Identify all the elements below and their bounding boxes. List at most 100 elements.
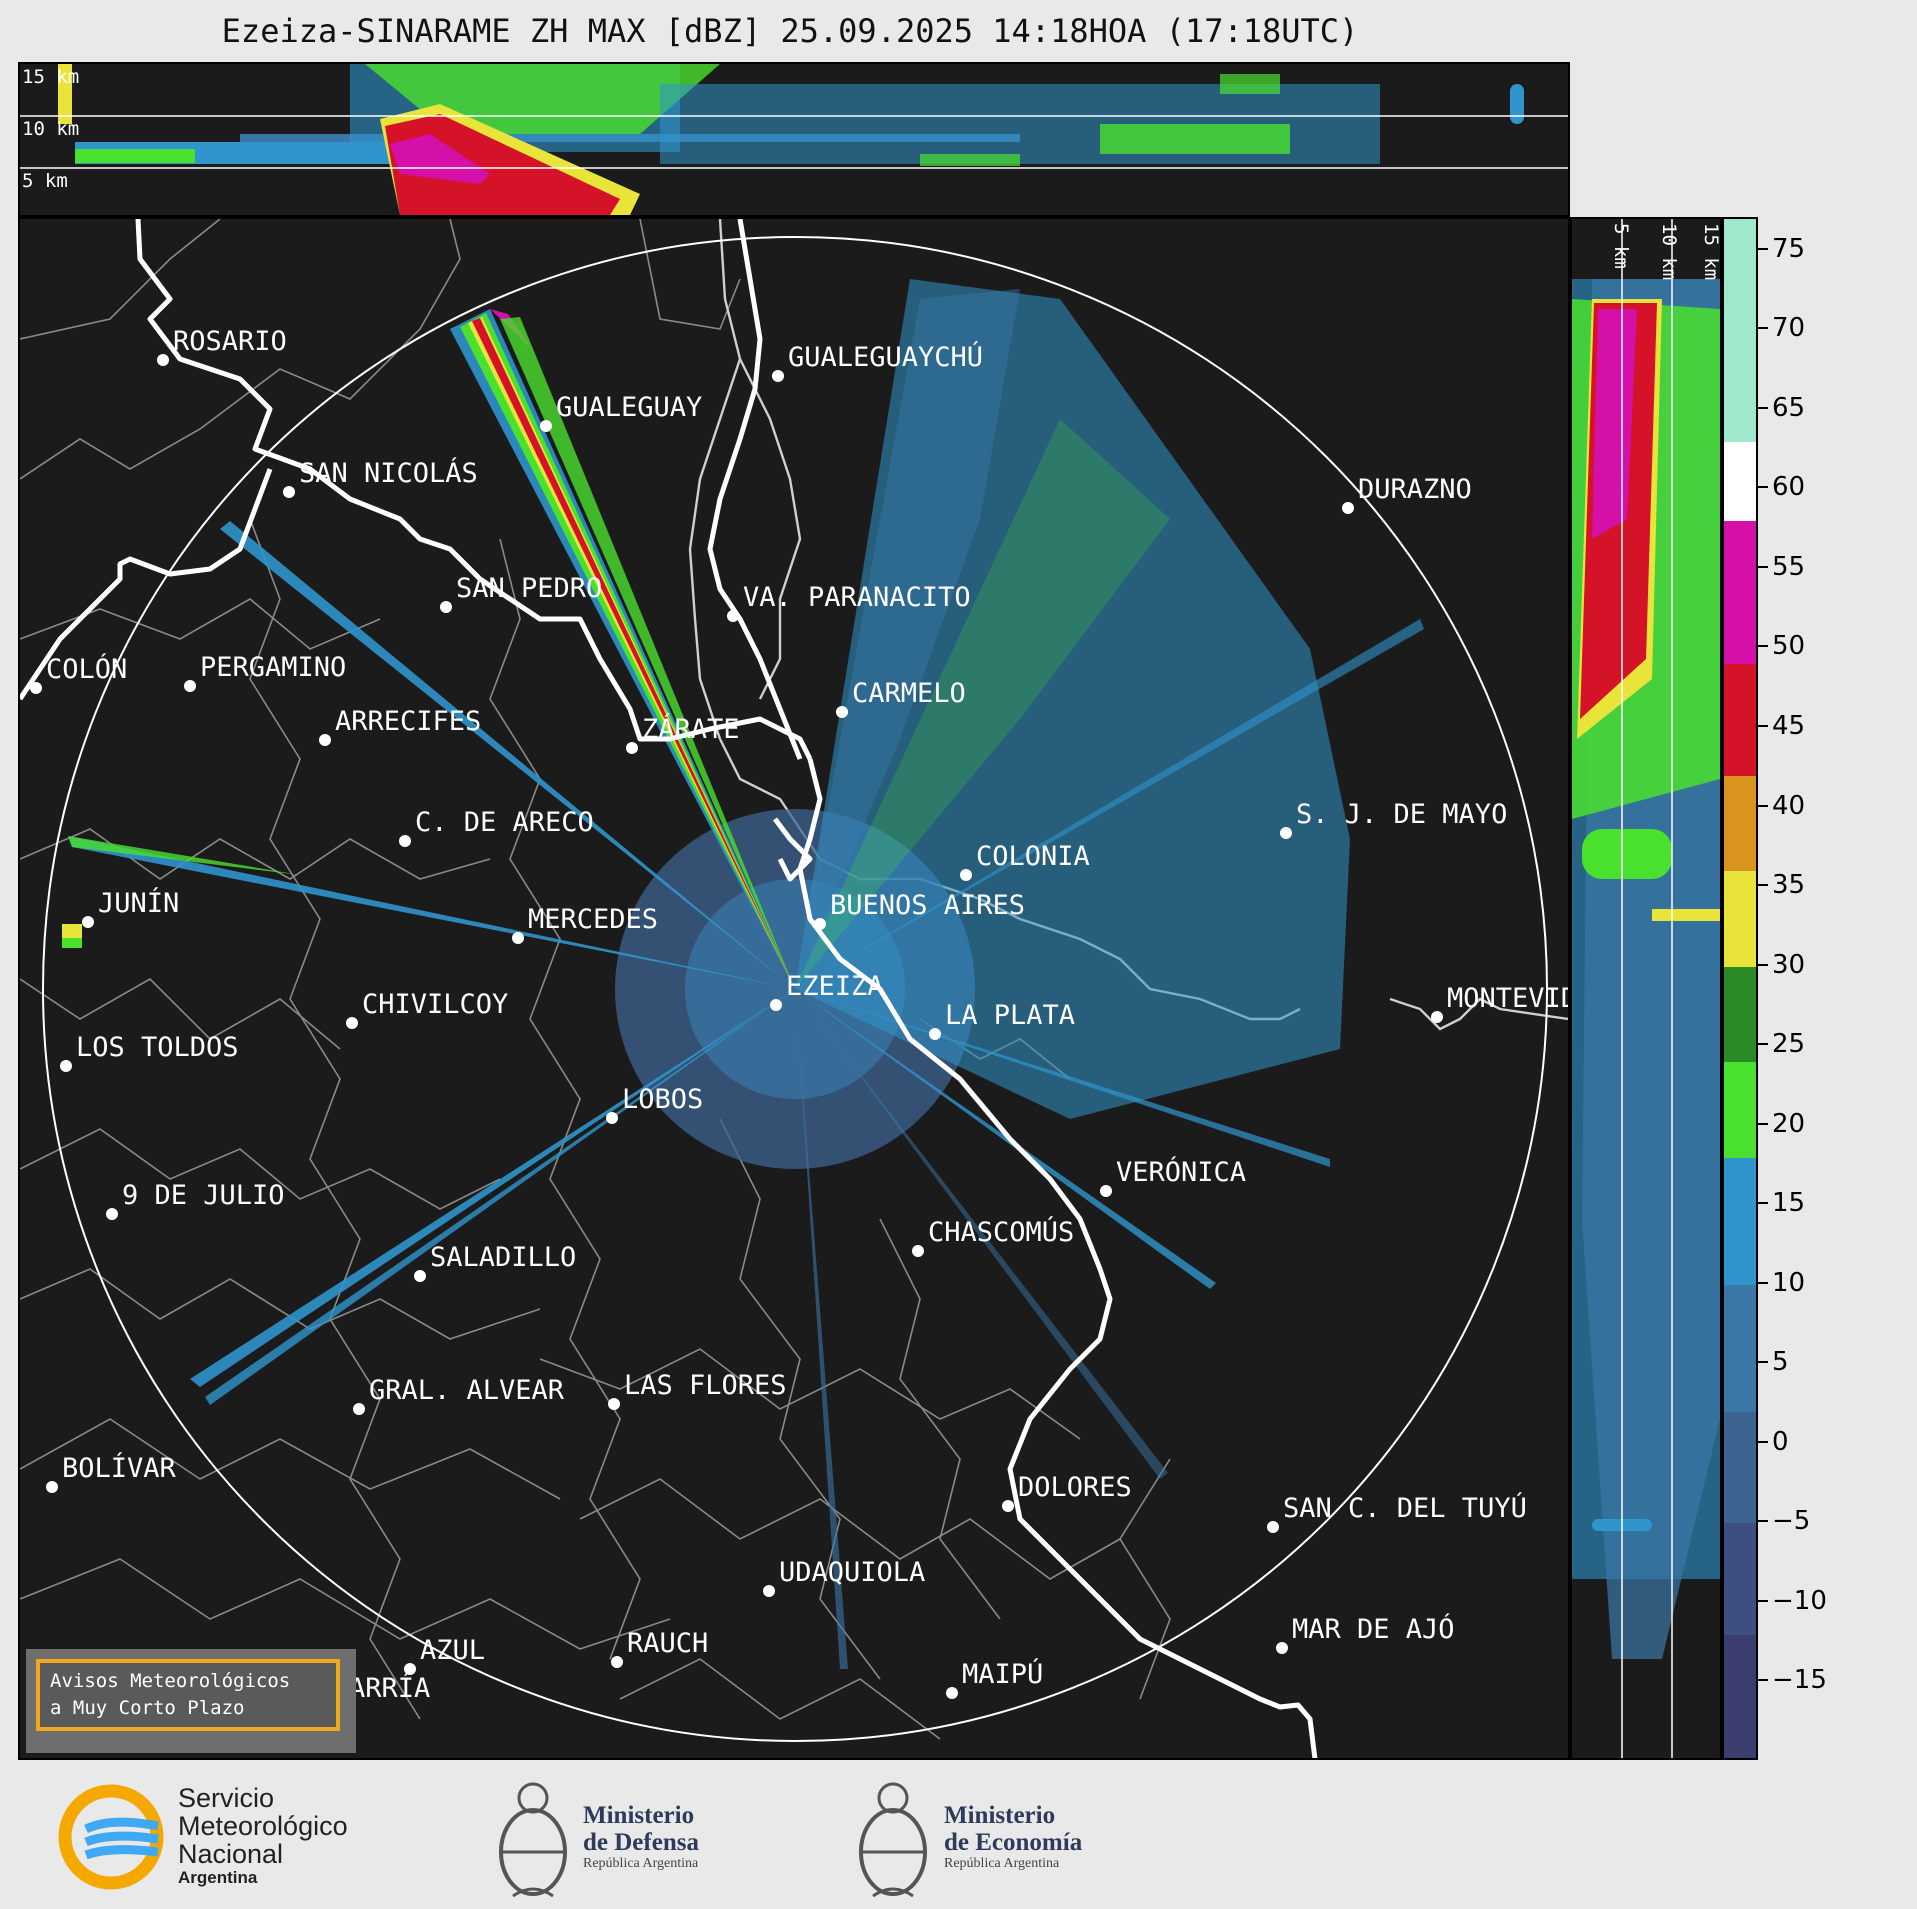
colorbar-tick-label: 0 — [1772, 1426, 1789, 1457]
city-marker — [1002, 1500, 1014, 1512]
colorbar-tick-label: 45 — [1772, 711, 1806, 742]
chart-title: Ezeiza-SINARAME ZH MAX [dBZ] 25.09.2025 … — [221, 12, 1359, 50]
radar-echoes — [62, 279, 1424, 1669]
city-marker — [1342, 502, 1354, 514]
top-echo-band — [920, 154, 1020, 166]
city-label: DURAZNO — [1358, 474, 1472, 505]
colorbar-segment — [1724, 521, 1756, 665]
smn-line1: Servicio — [178, 1783, 275, 1813]
city-label: 9 DE JULIO — [122, 1180, 285, 1211]
city-label: RAUCH — [627, 1628, 708, 1659]
colorbar-tick-label: 50 — [1772, 631, 1806, 662]
side-echo-band — [1652, 909, 1720, 921]
city-label: VERÓNICA — [1116, 1156, 1246, 1188]
colorbar-tick-label: 20 — [1772, 1108, 1806, 1139]
top-echo-band — [75, 149, 195, 163]
side-cross-section-panel: 5 km 10 km 15 km — [1570, 217, 1722, 1760]
colorbar-segment — [1724, 1412, 1756, 1524]
colorbar-tick — [1758, 1043, 1768, 1046]
colorbar-segment — [1724, 1062, 1756, 1158]
city-label: SAN PEDRO — [456, 573, 602, 604]
top-echo-band — [1100, 124, 1290, 154]
city-marker — [540, 420, 552, 432]
colorbar-tick-label: 30 — [1772, 949, 1806, 980]
city-label: COLÓN — [46, 653, 127, 685]
top-echo-band — [390, 134, 490, 184]
colorbar-tick — [1758, 884, 1768, 887]
warning-box-line1: Avisos Meteorológicos — [50, 1670, 291, 1692]
city-label: MAIPÚ — [962, 1658, 1043, 1690]
side-cross-section-plot — [1572, 219, 1720, 1758]
city-label: ZÁRATE — [642, 713, 740, 745]
colorbar-segment — [1724, 1284, 1756, 1413]
warning-box[interactable]: Avisos Meteorológicos a Muy Corto Plazo — [36, 1659, 340, 1731]
defensa-line1: Ministerio — [583, 1802, 695, 1829]
colorbar-tick-label: 75 — [1772, 233, 1806, 264]
economia-line3: República Argentina — [944, 1856, 1060, 1871]
city-label: CHIVILCOY — [362, 989, 508, 1020]
city-markers: ROSARIO GUALEGUAYCHÚ GUALEGUAY SAN NICOLÁS D… — [30, 326, 1568, 1713]
city-marker — [1276, 1642, 1288, 1654]
colorbar-segment — [1724, 1634, 1756, 1758]
city-marker — [1267, 1521, 1279, 1533]
city-marker — [30, 682, 42, 694]
range-ring — [42, 236, 1548, 1742]
city-marker — [929, 1028, 941, 1040]
colorbar-tick — [1758, 1440, 1768, 1443]
defensa-logo-text: Ministerio de Defensa República Argentin… — [583, 1802, 699, 1872]
height-label-5km: 5 km — [22, 170, 68, 192]
city-label: LOBOS — [622, 1084, 703, 1115]
radar-map: ROSARIO GUALEGUAYCHÚ GUALEGUAY SAN NICOLÁS D… — [20, 219, 1568, 1758]
city-label: VA. PARANACITO — [743, 582, 971, 613]
colorbar-tick-label: 5 — [1772, 1347, 1789, 1378]
colorbar-segment — [1724, 1157, 1756, 1285]
colorbar-tick — [1758, 327, 1768, 330]
city-label: GUALEGUAY — [556, 392, 702, 423]
city-marker — [1100, 1185, 1112, 1197]
city-marker — [404, 1663, 416, 1675]
colorbar-tick-label: −15 — [1772, 1665, 1827, 1696]
side-echo-band — [1592, 309, 1637, 539]
top-echo-band — [385, 114, 620, 215]
colorbar-tick-label: 65 — [1772, 392, 1806, 423]
city-label: AZUL — [420, 1635, 485, 1666]
city-marker — [414, 1270, 426, 1282]
city-label: ARRECIFES — [335, 706, 481, 737]
colorbar-segment — [1724, 664, 1756, 776]
smn-logo-text: Servicio Meteorológico Nacional Argentin… — [178, 1784, 348, 1888]
colorbar-segment — [1724, 775, 1756, 872]
city-label: LAS FLORES — [624, 1370, 787, 1401]
height-label-15km: 15 km — [1700, 223, 1722, 281]
city-marker — [106, 1208, 118, 1220]
economia-line2: de Economía — [944, 1829, 1083, 1856]
colorbar-tick — [1758, 406, 1768, 409]
colorbar-tick — [1758, 1281, 1768, 1284]
city-marker — [1431, 1011, 1443, 1023]
economia-line1: Ministerio — [944, 1802, 1056, 1829]
smn-logo-icon — [58, 1784, 164, 1890]
city-marker — [353, 1403, 365, 1415]
city-marker — [283, 486, 295, 498]
colorbar-tick — [1758, 1122, 1768, 1125]
city-marker — [606, 1112, 618, 1124]
colorbar-tick-label: 15 — [1772, 1188, 1806, 1219]
radar-map-panel: ROSARIO GUALEGUAYCHÚ GUALEGUAY SAN NICOLÁS D… — [18, 217, 1570, 1760]
logo-footer: Servicio Meteorológico Nacional Argentin… — [0, 1762, 1917, 1909]
city-label: GRAL. ALVEAR — [369, 1375, 565, 1406]
top-echo-band — [1220, 74, 1280, 94]
city-label: SAN NICOLÁS — [299, 457, 478, 489]
height-label-10km: 10 km — [1658, 223, 1680, 281]
economia-seal-icon — [855, 1776, 931, 1902]
defensa-seal-icon — [495, 1776, 571, 1902]
colorbar-tick — [1758, 247, 1768, 250]
city-marker — [960, 869, 972, 881]
city-marker — [912, 1245, 924, 1257]
coastline — [20, 219, 1318, 1758]
city-label: SAN C. DEL TUYÚ — [1283, 1492, 1527, 1524]
side-echo-band — [1582, 829, 1672, 879]
height-label-15km: 15 km — [22, 66, 80, 88]
department-borders — [20, 219, 1171, 1740]
city-label: DOLORES — [1018, 1472, 1132, 1503]
colorbar — [1722, 217, 1758, 1760]
city-label: COLONIA — [976, 841, 1090, 872]
